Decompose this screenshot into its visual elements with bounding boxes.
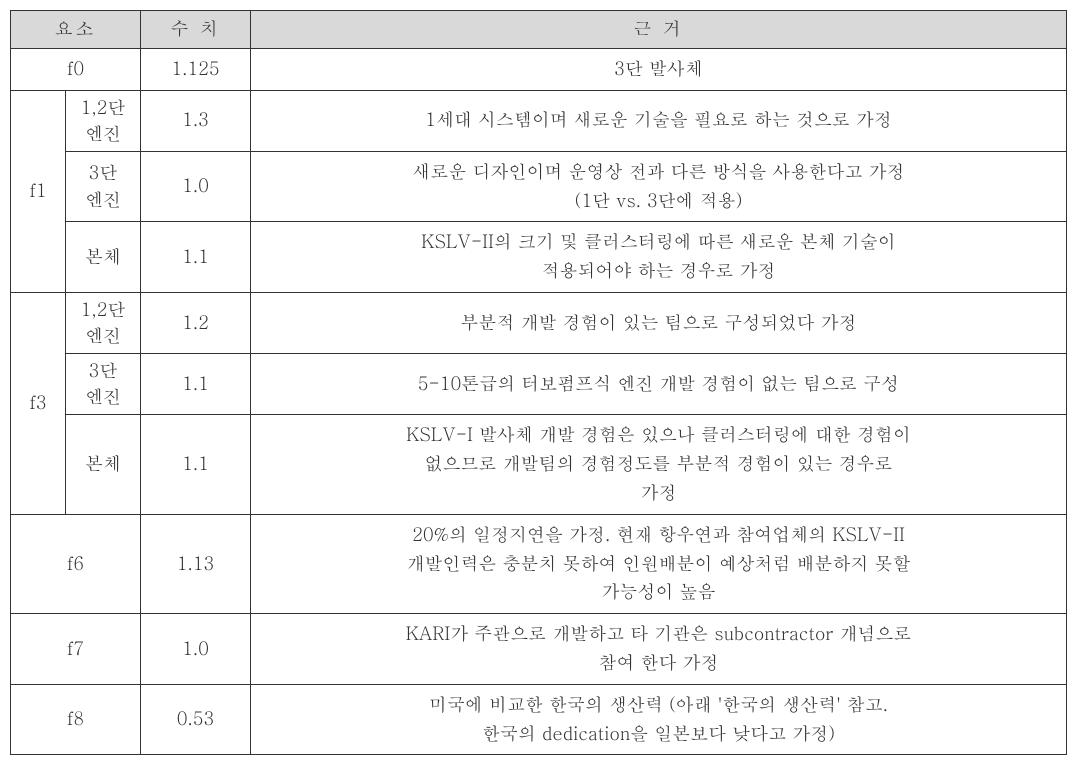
sub-label-line1: 3단 — [89, 160, 118, 185]
cell-element: f1 — [11, 90, 66, 292]
cell-element: f8 — [11, 684, 141, 755]
cell-basis: KSLV-I 발사체 개발 경험은 있으나 클러스터링에 대한 경험이 없으므로… — [251, 415, 1067, 514]
table-row: 본체 1.1 KSLV-II의 크기 및 클러스터링에 따른 새로운 본체 기술… — [11, 222, 1067, 293]
basis-line: 20%의 일정지연을 가정. 현재 항우연과 참여업체의 KSLV-II — [412, 522, 905, 547]
cell-value: 1.1 — [141, 354, 251, 415]
cell-value: 1.1 — [141, 415, 251, 514]
sub-label-line2: 엔진 — [85, 384, 121, 409]
basis-line: KSLV-I 발사체 개발 경험은 있으나 클러스터링에 대한 경험이 — [406, 422, 911, 447]
basis-line: KSLV-II의 크기 및 클러스터링에 따른 새로운 본체 기술이 — [421, 229, 896, 254]
cell-sub-element: 3단 엔진 — [66, 354, 141, 415]
data-table: 요소 수 치 근 거 f0 1.125 3단 발사체 f1 1,2단 엔진 1.… — [10, 10, 1067, 755]
cell-basis: 부분적 개발 경험이 있는 팀으로 구성되었다 가정 — [251, 292, 1067, 353]
cell-element: f3 — [11, 292, 66, 514]
basis-line: 참여 한다 가정 — [599, 650, 719, 675]
sub-label-line2: 엔진 — [85, 323, 121, 348]
table-row: f1 1,2단 엔진 1.3 1세대 시스템이며 새로운 기술을 필요로 하는 … — [11, 90, 1067, 151]
cell-basis: 새로운 디자인이며 운영상 전과 다른 방식을 사용한다고 가정 (1단 vs.… — [251, 151, 1067, 222]
basis-line: 가정 — [641, 480, 677, 505]
cell-sub-element: 3단 엔진 — [66, 151, 141, 222]
sub-label-line1: 3단 — [89, 358, 118, 383]
basis-line: KARI가 주관으로 개발하고 타 기관은 subcontractor 개념으로 — [406, 621, 912, 646]
sub-label-line2: 엔진 — [85, 121, 121, 146]
table-row: f6 1.13 20%의 일정지연을 가정. 현재 항우연과 참여업체의 KSL… — [11, 514, 1067, 613]
basis-line: 없으므로 개발팀의 경험정도를 부분적 경험이 있는 경우로 — [425, 451, 893, 476]
sub-label-line1: 1,2단 — [81, 95, 126, 120]
cell-sub-element: 본체 — [66, 415, 141, 514]
cell-element: f6 — [11, 514, 141, 613]
cell-element: f7 — [11, 614, 141, 685]
header-element: 요소 — [11, 11, 141, 49]
cell-value: 1.13 — [141, 514, 251, 613]
basis-line: 새로운 디자인이며 운영상 전과 다른 방식을 사용한다고 가정 — [413, 159, 905, 184]
cell-sub-element: 본체 — [66, 222, 141, 293]
cell-sub-element: 1,2단 엔진 — [66, 292, 141, 353]
table-row: f0 1.125 3단 발사체 — [11, 48, 1067, 90]
table-header-row: 요소 수 치 근 거 — [11, 11, 1067, 49]
cell-element: f0 — [11, 48, 141, 90]
header-basis: 근 거 — [251, 11, 1067, 49]
cell-value: 0.53 — [141, 684, 251, 755]
cell-value: 1.125 — [141, 48, 251, 90]
cell-value: 1.0 — [141, 151, 251, 222]
cell-basis: 1세대 시스템이며 새로운 기술을 필요로 하는 것으로 가정 — [251, 90, 1067, 151]
basis-line: 가능성이 높음 — [602, 579, 716, 604]
cell-basis: 미국에 비교한 한국의 생산력 (아래 '한국의 생산력' 참고. 한국의 de… — [251, 684, 1067, 755]
cell-value: 1.2 — [141, 292, 251, 353]
cell-basis: 20%의 일정지연을 가정. 현재 항우연과 참여업체의 KSLV-II 개발인… — [251, 514, 1067, 613]
cell-basis: KSLV-II의 크기 및 클러스터링에 따른 새로운 본체 기술이 적용되어야… — [251, 222, 1067, 293]
table-row: f7 1.0 KARI가 주관으로 개발하고 타 기관은 subcontract… — [11, 614, 1067, 685]
cell-value: 1.1 — [141, 222, 251, 293]
cell-sub-element: 1,2단 엔진 — [66, 90, 141, 151]
basis-line: 미국에 비교한 한국의 생산력 (아래 '한국의 생산력' 참고. — [429, 692, 888, 717]
basis-line: 개발인력은 충분치 못하여 인원배분이 예상처럼 배분하지 못할 — [407, 551, 911, 576]
cell-basis: KARI가 주관으로 개발하고 타 기관은 subcontractor 개념으로… — [251, 614, 1067, 685]
table-row: 3단 엔진 1.0 새로운 디자인이며 운영상 전과 다른 방식을 사용한다고 … — [11, 151, 1067, 222]
table-row: 본체 1.1 KSLV-I 발사체 개발 경험은 있으나 클러스터링에 대한 경… — [11, 415, 1067, 514]
cell-basis: 5-10톤급의 터보펌프식 엔진 개발 경험이 없는 팀으로 구성 — [251, 354, 1067, 415]
basis-line: 한국의 dedication을 일본보다 낮다고 가정) — [482, 721, 835, 746]
table-row: 3단 엔진 1.1 5-10톤급의 터보펌프식 엔진 개발 경험이 없는 팀으로… — [11, 354, 1067, 415]
basis-line: 적용되어야 하는 경우로 가정 — [542, 258, 776, 283]
cell-value: 1.0 — [141, 614, 251, 685]
table-row: f8 0.53 미국에 비교한 한국의 생산력 (아래 '한국의 생산력' 참고… — [11, 684, 1067, 755]
table-row: f3 1,2단 엔진 1.2 부분적 개발 경험이 있는 팀으로 구성되었다 가… — [11, 292, 1067, 353]
header-value: 수 치 — [141, 11, 251, 49]
basis-line: (1단 vs. 3단에 적용) — [575, 188, 743, 213]
sub-label-line2: 엔진 — [85, 187, 121, 212]
cell-basis: 3단 발사체 — [251, 48, 1067, 90]
cell-value: 1.3 — [141, 90, 251, 151]
sub-label-line1: 1,2단 — [81, 297, 126, 322]
